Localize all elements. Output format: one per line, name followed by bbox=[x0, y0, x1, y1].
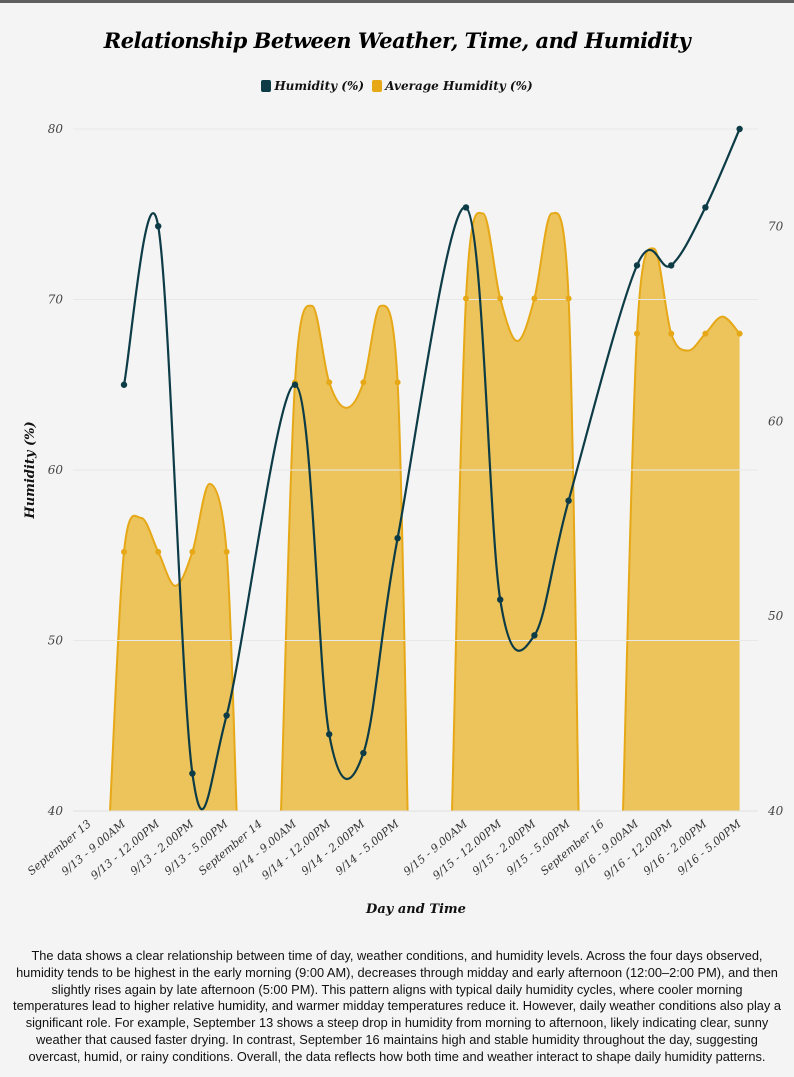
humidity-point bbox=[120, 381, 128, 388]
humidity-point bbox=[497, 596, 504, 603]
humidity-point bbox=[565, 497, 572, 504]
average-humidity-point bbox=[223, 548, 230, 555]
humidity-point bbox=[360, 749, 367, 757]
average-humidity-line bbox=[622, 247, 741, 811]
average-humidity-line bbox=[109, 482, 238, 811]
average-humidity-area-fill bbox=[110, 483, 237, 811]
humidity-point bbox=[736, 125, 743, 133]
average-humidity-line bbox=[280, 304, 409, 811]
top-border bbox=[0, 0, 794, 3]
y-tick-label-right: 70 bbox=[768, 219, 784, 233]
legend-label-average-humidity: Average Humidity (%) bbox=[385, 79, 533, 93]
y-tick-label-left: 80 bbox=[48, 122, 64, 136]
average-humidity-point bbox=[121, 548, 127, 555]
humidity-point bbox=[223, 712, 230, 719]
y-axis-title: Humidity (%) bbox=[23, 421, 38, 519]
average-humidity-point bbox=[702, 330, 709, 337]
chart-legend: Humidity (%) Average Humidity (%) bbox=[0, 79, 794, 95]
humidity-point bbox=[531, 632, 538, 639]
y-tick-label-right: 50 bbox=[768, 609, 784, 623]
average-humidity-point bbox=[736, 330, 743, 337]
y-tick-label-left: 70 bbox=[48, 293, 64, 307]
humidity-point bbox=[462, 204, 470, 211]
average-humidity-points bbox=[121, 295, 743, 555]
average-humidity-area-fill bbox=[281, 305, 408, 811]
x-axis-title: Day and Time bbox=[365, 902, 466, 917]
humidity-point bbox=[394, 535, 401, 542]
average-humidity-point bbox=[394, 379, 401, 386]
humidity-series bbox=[120, 125, 743, 811]
average-humidity-point bbox=[668, 330, 675, 337]
legend-item-average-humidity[interactable]: Average Humidity (%) bbox=[372, 79, 533, 93]
humidity-point bbox=[668, 262, 675, 269]
average-humidity-point bbox=[360, 379, 367, 386]
legend-swatch-average-humidity bbox=[372, 80, 383, 92]
chart-description: The data shows a clear relationship betw… bbox=[13, 948, 781, 1064]
legend-item-humidity[interactable]: Humidity (%) bbox=[261, 79, 364, 93]
humidity-point bbox=[155, 222, 162, 230]
average-humidity-point bbox=[463, 295, 469, 302]
average-humidity-point bbox=[155, 548, 162, 555]
humidity-point bbox=[633, 262, 641, 269]
humidity-point bbox=[291, 381, 299, 388]
average-humidity-point bbox=[565, 295, 572, 302]
chart-title: Relationship Between Weather, Time, and … bbox=[103, 28, 691, 53]
legend-label-humidity: Humidity (%) bbox=[274, 79, 365, 93]
legend-swatch-humidity bbox=[261, 80, 272, 92]
average-humidity-point bbox=[189, 548, 196, 555]
average-humidity-area bbox=[109, 211, 741, 811]
average-humidity-point bbox=[634, 330, 640, 337]
average-humidity-point bbox=[326, 379, 333, 386]
y-tick-label-left: 60 bbox=[48, 463, 64, 477]
y-tick-label-right: 60 bbox=[768, 414, 784, 428]
y-tick-label-left: 50 bbox=[48, 634, 64, 648]
y-tick-label-left: 40 bbox=[47, 804, 64, 818]
humidity-point bbox=[189, 770, 196, 777]
average-humidity-area-fill bbox=[623, 248, 740, 811]
average-humidity-area-fill bbox=[452, 212, 579, 811]
y-tick-label-right: 40 bbox=[767, 804, 784, 818]
humidity-line bbox=[122, 128, 741, 811]
average-humidity-point bbox=[497, 295, 504, 302]
average-humidity-point bbox=[531, 295, 538, 302]
humidity-point bbox=[702, 204, 709, 211]
average-humidity-line bbox=[451, 211, 580, 811]
humidity-point bbox=[326, 731, 333, 738]
